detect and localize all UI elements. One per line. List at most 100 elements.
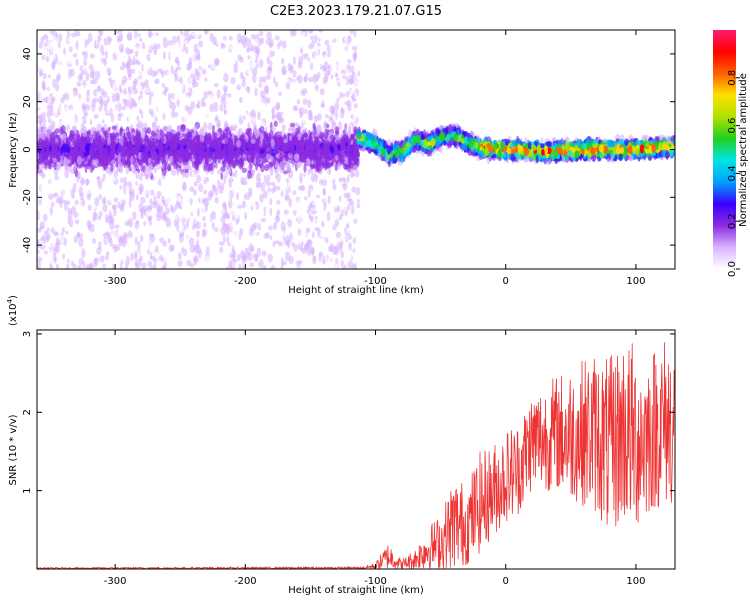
spectrogram-cell (46, 227, 50, 233)
spectrogram-cell (288, 232, 293, 242)
spectrogram-cell (304, 196, 308, 201)
spectrogram-cell (97, 175, 100, 186)
spectrogram-cell (309, 84, 316, 93)
spectrogram-cell (337, 183, 343, 191)
spectrogram-cell (128, 167, 132, 172)
spectrogram-cell (355, 187, 361, 196)
spectrogram-cell (301, 116, 306, 124)
spectrogram-cell (204, 30, 208, 35)
spectrogram-cell (308, 168, 314, 174)
spectrogram-cell (169, 52, 174, 60)
spectrogram-cell (335, 231, 342, 239)
spectrogram-cell (154, 102, 160, 112)
spectrogram-cell (304, 53, 309, 58)
spectrogram-cell (204, 77, 208, 82)
spectrogram-cell (207, 194, 213, 201)
spectrogram-cell (249, 111, 254, 118)
spectrogram-cell (249, 98, 252, 109)
spectrogram-cell (120, 48, 124, 53)
spectrogram-cell (264, 126, 268, 132)
spectrogram-cell (119, 217, 124, 227)
spectrogram-cell (109, 198, 113, 204)
spectrogram-cell (89, 80, 95, 85)
spectrogram-cell (236, 84, 242, 91)
spectrogram-cell (112, 236, 119, 244)
spectrogram-cell (69, 244, 75, 251)
spectrogram-cell (221, 93, 226, 100)
spectrogram-cell (78, 237, 84, 248)
spectrogram-cell (52, 78, 57, 88)
spectrogram-cell (39, 89, 43, 99)
spectrogram-cell (320, 206, 324, 214)
spectrogram-cell (111, 125, 117, 130)
spectrogram-cell (42, 116, 47, 126)
spectrogram-cell (68, 46, 73, 53)
spectrogram-cell (281, 124, 286, 131)
spectrogram-cell (155, 125, 161, 130)
spectrogram-cell (226, 186, 230, 195)
spectrogram-cell (198, 94, 202, 100)
spectrogram-cell (217, 225, 222, 232)
spectrogram-cell (146, 231, 150, 238)
spectrogram-cell (154, 245, 159, 252)
spectrogram-cell (52, 104, 56, 115)
spectrogram-cell (134, 250, 138, 261)
spectrogram-cell (71, 205, 76, 215)
spectrogram-cell (38, 42, 43, 49)
spectrogram-cell (43, 42, 47, 48)
spectrogram-cell (54, 221, 59, 230)
spectrogram-cell (308, 109, 313, 117)
spectrogram-cell (341, 92, 346, 98)
spectrogram-cell (41, 80, 46, 89)
spectrogram-cell (101, 51, 105, 56)
spectrogram-cell (100, 221, 106, 229)
spectrogram-cell (314, 106, 319, 115)
spectrogram-cell (228, 199, 233, 209)
spectrogram-cell (188, 237, 195, 247)
spectrogram-cell (109, 254, 112, 264)
spectrogram-cell (223, 72, 229, 83)
spectrogram-cell (125, 47, 130, 55)
spectrogram-cell (247, 55, 251, 60)
spectrogram-cell (237, 66, 242, 72)
spectrogram-cell (188, 77, 193, 85)
spectrogram-cell (123, 88, 128, 95)
spectrogram-cell (47, 74, 51, 79)
spectrogram-cell (101, 91, 108, 98)
spectrogram-cell (291, 241, 295, 247)
spectrogram-cell (351, 186, 356, 193)
spectrogram-cell (196, 208, 200, 217)
spectrogram-cell (47, 118, 52, 124)
spectrogram-cell (237, 54, 242, 61)
spectrogram-cell (268, 225, 273, 231)
spectrogram-cell (271, 187, 275, 194)
spectrogram-cell (296, 192, 300, 198)
spectrogram-cell (306, 67, 313, 78)
spectrogram-cell (44, 34, 49, 40)
spectrogram-cell (53, 247, 58, 255)
spectrogram-cell (326, 70, 331, 77)
spectrogram-cell (347, 59, 352, 64)
spectrogram-cell (324, 237, 329, 244)
spectrogram-cell (80, 176, 85, 186)
spectrogram-cell (193, 255, 199, 263)
spectrogram-cell (161, 83, 166, 88)
spectrogram-cell (106, 35, 112, 46)
spectrogram-cell (58, 195, 64, 204)
spectrogram-cell (125, 184, 130, 192)
spectrogram-cell (95, 47, 99, 53)
spectrogram-cell (170, 204, 174, 212)
spectrogram-cell (77, 74, 83, 82)
spectrogram-cell (346, 218, 350, 225)
spectrogram-cell (285, 195, 290, 201)
spectrogram-cell (92, 238, 96, 245)
spectrogram-cell (199, 61, 205, 68)
spectrogram-cell (102, 203, 108, 213)
spectrogram-cell (163, 59, 168, 68)
spectrogram-cell (272, 240, 276, 247)
spectrogram-cell (353, 218, 358, 224)
spectrogram-cell (49, 180, 53, 189)
spectrogram-cell (187, 249, 191, 257)
spectrogram-cell (222, 231, 226, 238)
